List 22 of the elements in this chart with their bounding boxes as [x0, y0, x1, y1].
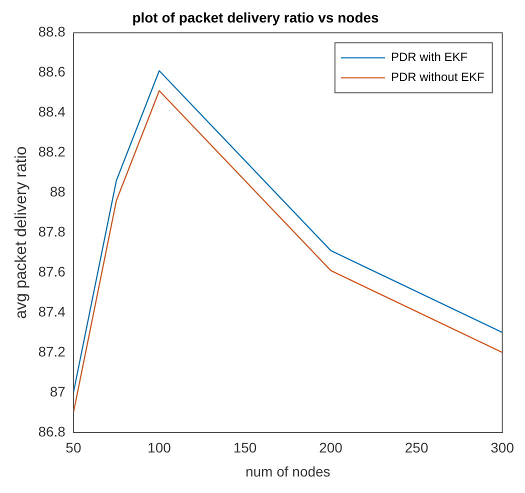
y-axis-title: avg packet delivery ratio: [13, 146, 30, 319]
y-tick-label: 87.4: [38, 303, 66, 320]
y-tick-label: 88.8: [38, 24, 66, 40]
y-tick-label: 87: [50, 383, 66, 400]
x-tick-label: 100: [148, 440, 172, 456]
x-tick-label: 50: [66, 440, 82, 456]
chart-title: plot of packet delivery ratio vs nodes: [132, 9, 380, 26]
x-tick-label: 150: [233, 440, 257, 456]
y-tick-label: 88.4: [38, 104, 66, 120]
x-tick-label: 250: [404, 440, 428, 456]
x-tick-label: 200: [319, 440, 343, 456]
y-tick-label: 88.6: [38, 64, 66, 80]
x-axis-title: num of nodes: [245, 463, 330, 480]
y-tick-label: 88.2: [38, 144, 66, 160]
x-tick-label: 300: [490, 440, 514, 456]
y-tick-label: 86.8: [38, 423, 66, 440]
legend-label: PDR with EKF: [390, 50, 468, 64]
y-tick-label: 87.8: [38, 223, 66, 240]
legend-label: PDR without EKF: [390, 70, 484, 84]
y-tick-label: 87.6: [38, 263, 66, 280]
y-tick-label: 88: [50, 184, 66, 200]
y-tick-label: 87.2: [38, 343, 66, 360]
